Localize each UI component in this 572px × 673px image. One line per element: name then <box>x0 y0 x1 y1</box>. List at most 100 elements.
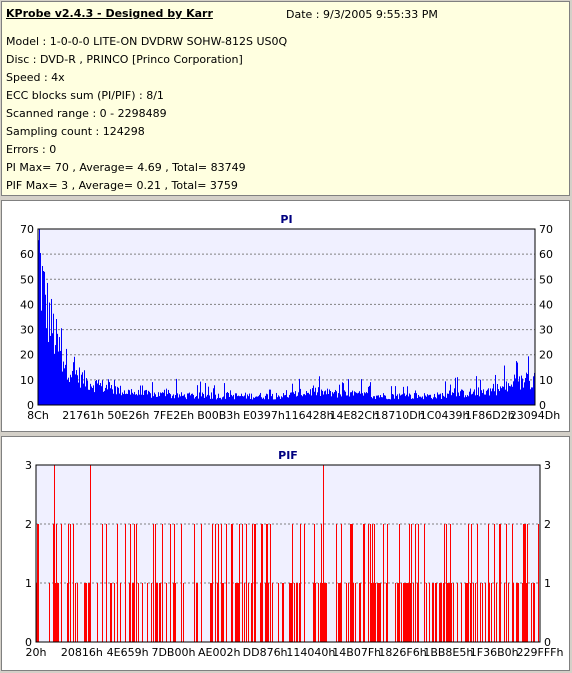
pi-bar <box>505 389 506 405</box>
pif-bar <box>436 583 437 642</box>
pi-bar <box>275 399 276 405</box>
pi-bar <box>120 385 121 405</box>
pi-bar <box>506 381 507 405</box>
pi-bar <box>55 345 56 405</box>
pi-ytick-right: 0 <box>539 399 546 412</box>
pif-bar <box>465 583 466 642</box>
pi-bar <box>73 362 74 405</box>
pi-bar <box>517 362 518 405</box>
pi-bar <box>170 394 171 405</box>
pi-bar <box>470 388 471 405</box>
pi-bar <box>308 392 309 405</box>
pi-ytick-right: 60 <box>539 248 553 261</box>
pif-ytick-right: 1 <box>544 577 551 590</box>
pi-bar <box>72 370 73 405</box>
pi-bar <box>143 394 144 405</box>
pi-bar <box>422 396 423 405</box>
pi-bar <box>526 372 527 405</box>
pi-bar <box>388 398 389 405</box>
pi-bar <box>187 393 188 405</box>
pif-bar <box>374 524 375 642</box>
pi-bar <box>188 393 189 405</box>
pi-bar <box>249 393 250 405</box>
pif-bar <box>398 583 399 642</box>
pif-bar <box>75 583 76 642</box>
pif-bar <box>296 583 297 642</box>
pif-bar <box>413 583 414 642</box>
pif-bar <box>114 583 115 642</box>
pi-bar <box>330 391 331 405</box>
pi-bar <box>283 393 284 405</box>
pi-bar <box>342 382 343 405</box>
pi-bar <box>362 393 363 405</box>
pif-bar <box>313 583 314 642</box>
pi-bar <box>63 361 64 405</box>
pi-bar <box>486 390 487 405</box>
pi-bar <box>374 396 375 405</box>
pi-bar <box>250 398 251 405</box>
pif-bar <box>55 583 56 642</box>
pi-bar <box>343 383 344 405</box>
pif-bar <box>496 583 497 642</box>
pi-bar <box>203 393 204 405</box>
pi-bar <box>94 392 95 405</box>
pif-bar <box>429 583 430 642</box>
pi-bar <box>396 395 397 405</box>
pi-bar <box>395 386 396 405</box>
pi-bar <box>122 392 123 405</box>
pi-bar <box>496 395 497 405</box>
pif-xtick-label: 20h <box>26 646 47 659</box>
pi-bar <box>167 394 168 405</box>
pif-bar <box>159 583 160 642</box>
pi-bar <box>458 392 459 405</box>
pi-bar <box>406 394 407 405</box>
pi-bar <box>100 382 101 405</box>
pif-bar <box>415 524 416 642</box>
pif-bar <box>523 524 524 642</box>
pi-bar <box>287 397 288 405</box>
pi-ytick-right: 40 <box>539 298 553 311</box>
pif-bar <box>246 524 247 642</box>
pi-bar <box>158 392 159 405</box>
pi-bar <box>358 392 359 405</box>
pi-bar <box>345 391 346 405</box>
pi-bar <box>503 386 504 405</box>
pi-bar <box>389 399 390 405</box>
pi-bar <box>522 378 523 405</box>
pi-bar <box>259 394 260 405</box>
pi-bar <box>294 393 295 405</box>
pi-ytick-left: 30 <box>20 324 34 337</box>
pi-bar <box>379 397 380 405</box>
pi-bar <box>124 390 125 405</box>
pif-ytick-left: 2 <box>25 518 32 531</box>
pif-bar <box>485 583 486 642</box>
pif-summary-line: PIF Max= 3 , Average= 0.21 , Total= 3759 <box>6 179 238 192</box>
pif-bar <box>447 583 448 642</box>
pi-bar <box>346 395 347 405</box>
pi-bar <box>95 381 96 405</box>
pif-bar <box>443 583 444 642</box>
pif-bar <box>156 583 157 642</box>
pi-bar <box>135 394 136 405</box>
pi-bar <box>372 398 373 405</box>
pi-bar <box>116 394 117 405</box>
pif-bar <box>125 524 126 642</box>
pi-bar <box>299 378 300 405</box>
pi-bar <box>267 394 268 405</box>
pi-ytick-left: 50 <box>20 273 34 286</box>
pi-bar <box>41 310 42 405</box>
pif-bar <box>406 583 407 642</box>
pi-bar <box>417 398 418 405</box>
pi-xtick-label: 8Ch <box>27 409 49 422</box>
pi-bar <box>309 394 310 405</box>
pi-bar <box>82 372 83 405</box>
pi-xtick-label: E0397h <box>243 409 285 422</box>
pif-bar <box>320 583 321 642</box>
pi-bar <box>450 384 451 405</box>
pif-bar <box>194 524 195 642</box>
pi-bar <box>435 397 436 405</box>
pi-bar <box>369 385 370 405</box>
pi-bar <box>416 393 417 405</box>
pi-xtick-label: 14E82Ch <box>329 409 379 422</box>
pif-bar <box>232 524 233 642</box>
